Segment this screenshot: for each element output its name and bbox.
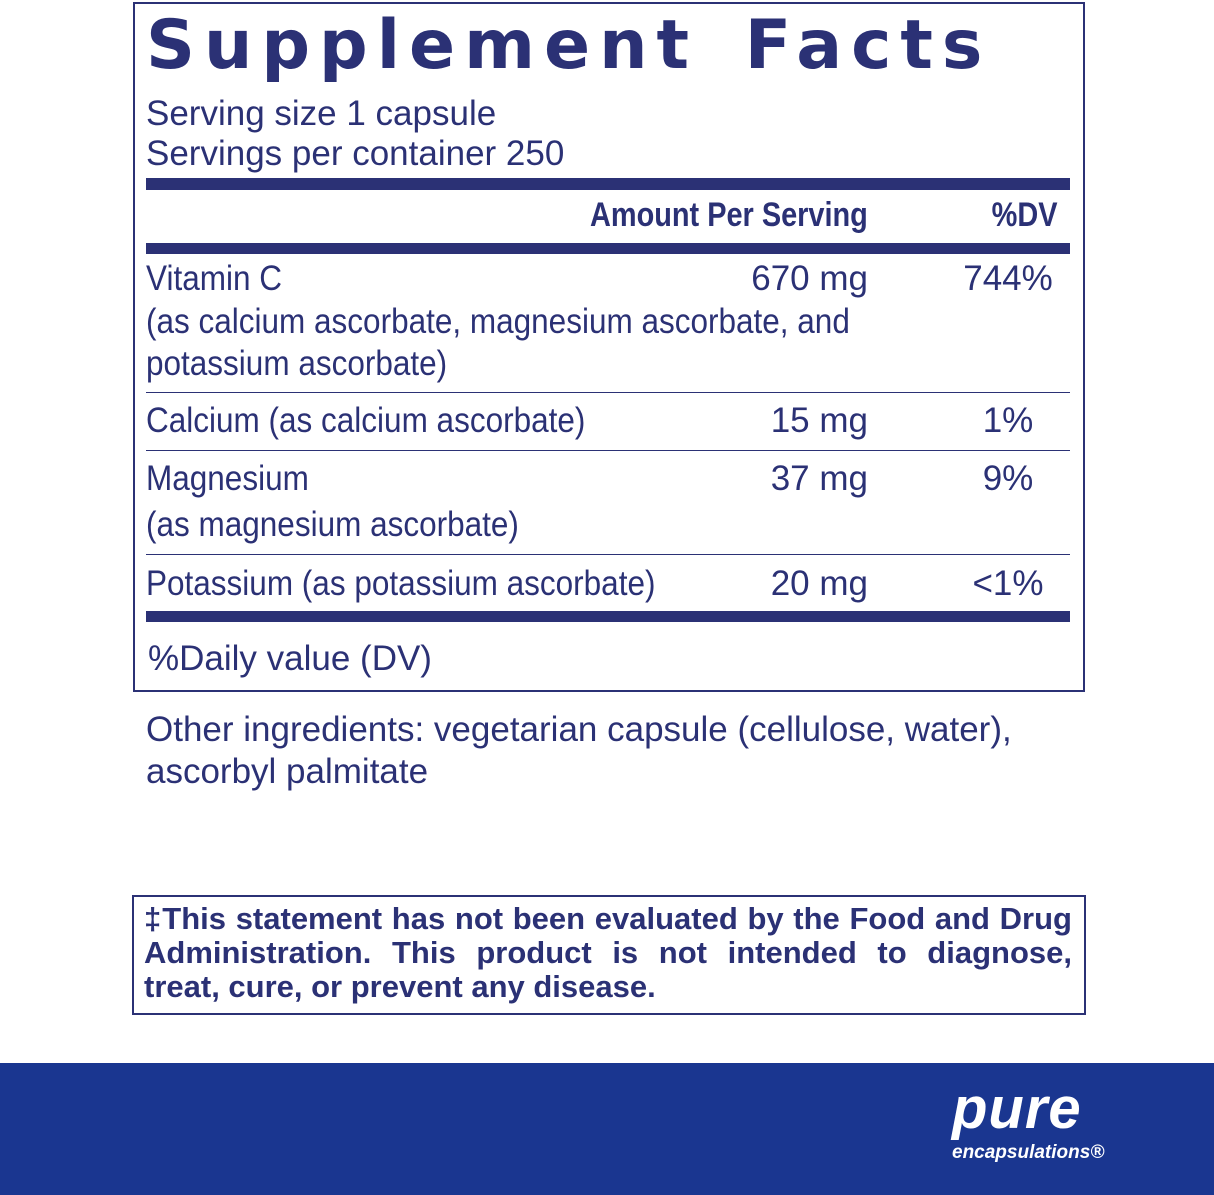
nutrient-dv: <1% [972,564,1044,603]
nutrient-amount: 670 mg [751,259,868,298]
nutrient-dv: 9% [982,459,1034,498]
servings-per-container: Servings per container 250 [146,134,565,173]
dv-header: %DV [991,196,1057,234]
nutrient-amount: 37 mg [770,459,868,498]
divider-thin [146,554,1070,555]
divider-thick [146,243,1070,254]
divider-thin [146,450,1070,451]
nutrient-dv: 744% [963,259,1053,298]
nutrient-detail: (as magnesium ascorbate) [146,505,519,544]
brand-logo-subtitle: encapsulations® [952,1142,1105,1163]
divider-thick [146,178,1070,190]
nutrient-detail: potassium ascorbate) [146,344,448,383]
panel-title: Supplement Facts [146,6,992,85]
nutrient-amount: 20 mg [770,564,868,603]
divider-thick [146,611,1070,622]
divider-thin [146,392,1070,393]
nutrient-amount: 15 mg [770,401,868,440]
supplement-facts-panel [133,2,1085,692]
nutrient-name: Vitamin C [146,259,282,298]
other-ingredients: Other ingredients: vegetarian capsule (c… [146,710,1012,749]
nutrient-name: Magnesium [146,459,309,498]
nutrient-name: Calcium (as calcium ascorbate) [146,401,586,440]
dv-footnote: %Daily value (DV) [148,639,432,678]
disclaimer-box [132,895,1086,1015]
brand-footer [0,1063,1214,1195]
other-ingredients-cont: ascorbyl palmitate [146,752,429,791]
serving-size: Serving size 1 capsule [146,94,497,133]
amount-header: Amount Per Serving [590,196,868,234]
fda-disclaimer: ‡This statement has not been evaluated b… [144,901,1072,1004]
nutrient-name: Potassium (as potassium ascorbate) [146,564,656,603]
brand-logo: pure [952,1076,1082,1141]
nutrient-detail: (as calcium ascorbate, magnesium ascorba… [146,302,850,341]
nutrient-dv: 1% [982,401,1034,440]
